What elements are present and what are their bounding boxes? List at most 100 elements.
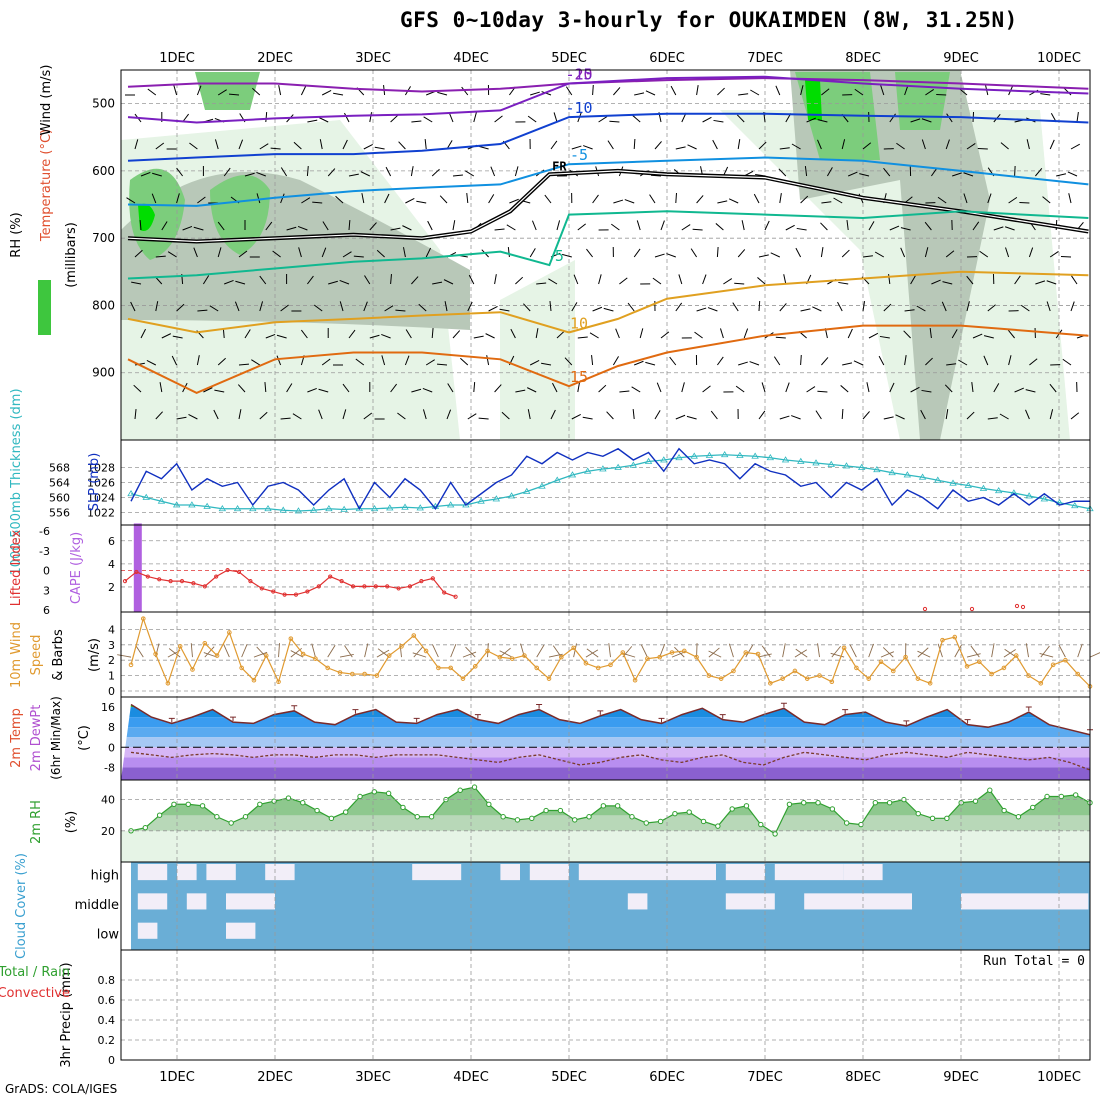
wind-barb — [452, 174, 463, 177]
wind-barb — [716, 246, 719, 258]
wind-barb — [318, 388, 329, 393]
wind-barb — [374, 146, 385, 150]
wind-barb — [1026, 139, 1030, 150]
wind-barb — [1007, 329, 1015, 339]
wind-barb — [945, 139, 950, 150]
wind-barb — [342, 383, 350, 393]
temp-band — [121, 747, 1090, 758]
rh2m-marker — [972, 798, 979, 804]
thickness-marker — [172, 501, 181, 508]
wind-barb — [609, 120, 620, 123]
wind-barb — [507, 247, 510, 258]
wind-barb — [800, 195, 809, 204]
rh2m-marker — [414, 814, 420, 820]
wind10m-barb — [937, 643, 943, 658]
rh2m-marker — [872, 800, 878, 806]
wind-barb — [384, 193, 390, 204]
rh2m-marker — [314, 807, 320, 814]
rh2m-marker — [486, 801, 492, 807]
rh2m-marker — [328, 815, 335, 822]
temp-band — [121, 707, 1090, 718]
wind-barb — [188, 414, 198, 420]
isoline-label: -5 — [570, 146, 588, 164]
wind-barb — [286, 226, 297, 231]
thickness-marker — [720, 450, 729, 458]
wind10m-marker — [534, 665, 540, 671]
wind-barb — [654, 253, 665, 258]
wind-barb — [589, 332, 599, 339]
temperature-isoline — [127, 77, 1089, 93]
temp-minmax-tick — [536, 704, 543, 709]
cloud-row-label: middle — [75, 898, 119, 913]
wind-barb — [1070, 412, 1080, 420]
wind-barb — [313, 304, 323, 312]
rh2m-marker — [815, 800, 821, 806]
cape-bar — [133, 523, 142, 612]
rh2m-marker — [643, 820, 649, 826]
wind-barb — [364, 275, 371, 285]
lifted-marker — [407, 584, 413, 589]
wind10m-marker — [718, 676, 724, 681]
wind-barb — [690, 248, 698, 258]
wind-barb — [1042, 196, 1051, 204]
thickness-marker — [416, 504, 424, 511]
upper-air-ytick: 600 — [92, 164, 115, 178]
thickness-marker — [1040, 495, 1049, 502]
wind-barb — [403, 247, 406, 258]
wind-barb — [987, 304, 996, 312]
wind-barb — [292, 413, 302, 420]
wind-barb — [586, 248, 593, 258]
lifted-marker — [339, 579, 344, 584]
wind-barb — [238, 409, 242, 420]
thickness-marker — [523, 487, 531, 494]
wind-barb — [293, 141, 302, 150]
wind-barb — [728, 198, 739, 204]
wind10m-marker — [128, 662, 134, 668]
wind-barb — [598, 116, 608, 123]
rh2m-marker — [557, 807, 564, 814]
wind10m-barb — [520, 643, 525, 658]
lifted-marker — [1020, 604, 1026, 610]
wind10m-marker — [325, 665, 331, 671]
wind-barb — [936, 93, 947, 96]
rh2m-marker — [929, 815, 936, 822]
wind-barb — [758, 141, 767, 150]
wind-barb — [272, 250, 281, 258]
wind-barb — [562, 253, 572, 258]
wind-barb — [339, 301, 344, 312]
wind-barb — [1060, 255, 1072, 258]
rh2m-marker — [1030, 804, 1036, 811]
x-day-label-top: 2DEC — [257, 51, 293, 66]
wind-barb — [381, 355, 386, 366]
wind-barb — [896, 142, 905, 150]
wind-barb — [779, 415, 790, 420]
cape-ytick: 6 — [108, 535, 115, 548]
wind10m-barb — [795, 648, 808, 658]
wind-barb — [390, 227, 401, 231]
wind-barb — [439, 195, 448, 204]
lifted-marker — [214, 574, 219, 579]
lifted-ylabel: Lifted Index — [9, 529, 24, 606]
wind-barb — [696, 307, 707, 312]
temp-band — [121, 737, 1090, 748]
lifted-marker — [236, 569, 242, 575]
wind-barb — [423, 116, 433, 123]
wind-barb — [466, 193, 469, 204]
wind-barb — [736, 114, 745, 123]
wind10m-marker — [878, 659, 884, 665]
wind-barb — [1070, 275, 1078, 285]
wind-barb — [171, 355, 178, 366]
cloud-clear-middle — [725, 893, 775, 910]
wind-barb — [529, 360, 540, 366]
temp-band — [121, 767, 1090, 780]
wind-barb — [977, 147, 988, 150]
rh2m-marker — [1058, 793, 1065, 800]
cloud-clear-high — [529, 864, 569, 881]
wind-barb — [866, 382, 870, 393]
run-total: Run Total = 0 — [983, 954, 1085, 969]
wind-barb — [1070, 143, 1080, 150]
wind-barb — [335, 195, 344, 204]
thickness-marker — [644, 457, 653, 464]
wind-barb — [821, 201, 832, 204]
wind-barb — [826, 167, 833, 177]
